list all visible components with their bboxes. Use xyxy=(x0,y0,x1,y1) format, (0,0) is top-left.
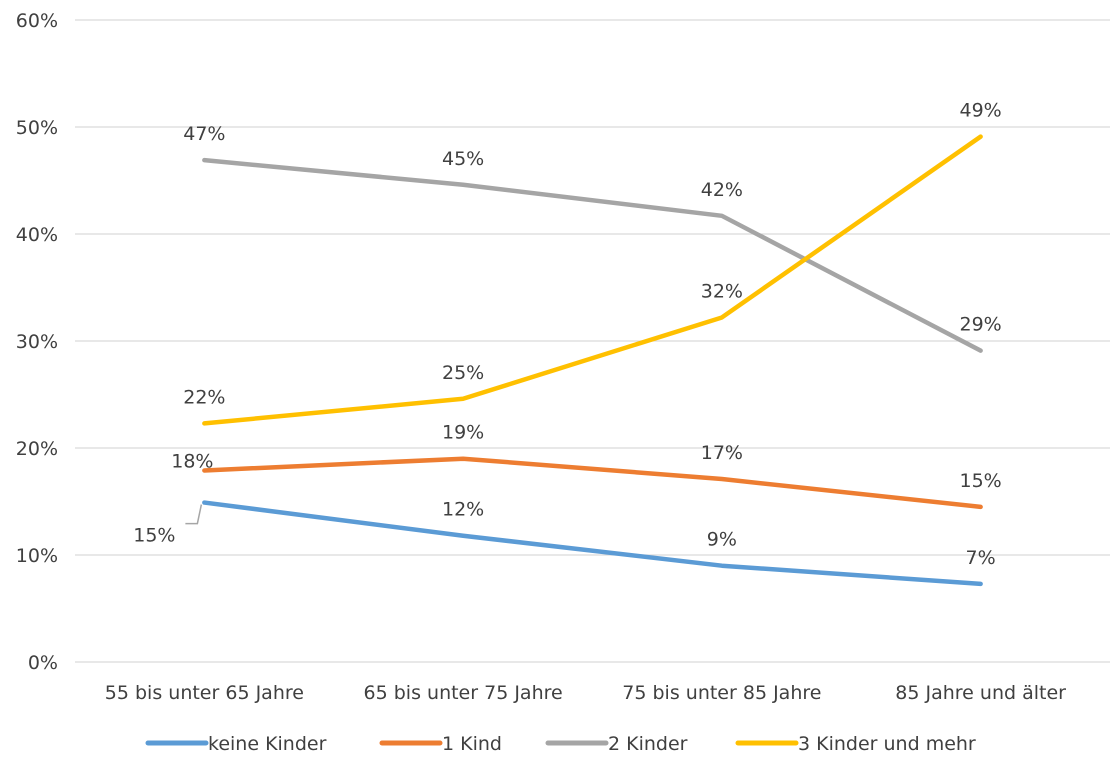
y-tick-label: 40% xyxy=(16,224,58,246)
legend-label: 2 Kinder xyxy=(608,733,688,755)
y-axis-ticks: 0% 10% 20% 30% 40% 50% 60% xyxy=(16,10,58,674)
series-line xyxy=(202,134,983,426)
series-line xyxy=(202,500,983,587)
x-tick-label: 55 bis unter 65 Jahre xyxy=(105,682,304,704)
gridlines xyxy=(75,19,1110,663)
data-label: 45% xyxy=(442,148,484,170)
legend: keine Kinder 1 Kind 2 Kinder 3 Kinder und m… xyxy=(145,733,976,755)
y-tick-label: 0% xyxy=(28,652,58,674)
data-label: 32% xyxy=(701,280,743,302)
legend-label: 3 Kinder und mehr xyxy=(798,733,976,755)
data-label: 17% xyxy=(701,442,743,464)
y-tick-label: 20% xyxy=(16,438,58,460)
y-tick-label: 50% xyxy=(16,117,58,139)
legend-label: 1 Kind xyxy=(442,733,502,755)
series-lines xyxy=(202,134,983,587)
y-tick-label: 60% xyxy=(16,10,58,32)
x-tick-label: 75 bis unter 85 Jahre xyxy=(622,682,821,704)
x-axis-ticks: 55 bis unter 65 Jahre 65 bis unter 75 Jah… xyxy=(105,682,1066,704)
data-label: 12% xyxy=(442,499,484,521)
data-label: 49% xyxy=(960,100,1002,122)
data-label: 25% xyxy=(442,362,484,384)
data-label: 15% xyxy=(960,470,1002,492)
series-line xyxy=(202,456,983,510)
data-label: 22% xyxy=(183,386,225,408)
y-tick-label: 30% xyxy=(16,331,58,353)
data-label: 18% xyxy=(171,450,213,472)
data-label: 19% xyxy=(442,422,484,444)
data-label: 47% xyxy=(183,123,225,145)
y-tick-label: 10% xyxy=(16,545,58,567)
data-label: 7% xyxy=(966,547,996,569)
x-tick-label: 65 bis unter 75 Jahre xyxy=(364,682,563,704)
data-label: 42% xyxy=(701,179,743,201)
data-label: 29% xyxy=(960,314,1002,336)
x-tick-label: 85 Jahre und älter xyxy=(895,682,1066,704)
legend-label: keine Kinder xyxy=(208,733,327,755)
data-labels: 15% 12% 9% 7% 18% 19% 17% 15% 47% 45% 42% 29% 22% 25%… xyxy=(133,100,1001,569)
leader-line xyxy=(185,504,203,525)
data-label: 15% xyxy=(133,525,175,547)
series-line xyxy=(202,157,983,353)
data-label: 9% xyxy=(707,529,737,551)
